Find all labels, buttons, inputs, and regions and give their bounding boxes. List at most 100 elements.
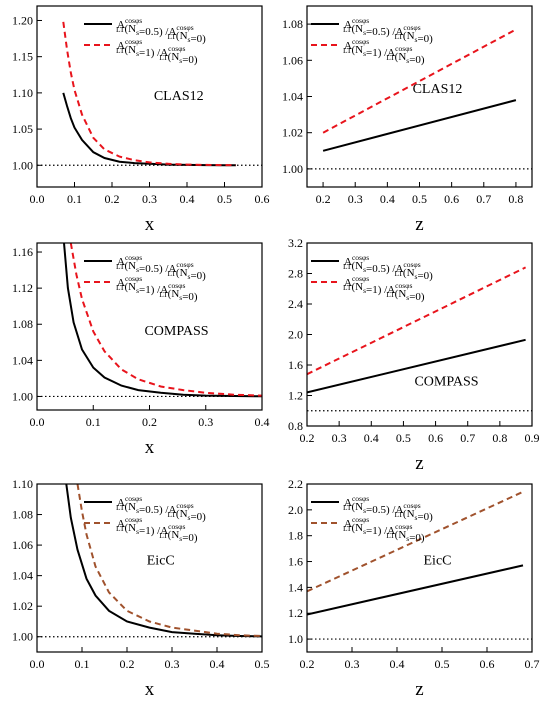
x-tick-label: 0.2 — [300, 657, 315, 671]
chart-panel-1: 0.0 0.1 0.2 0.3 0.4 0.5 0.6 1.00 1.05 1.10 1.15 1.2… — [12, 5, 270, 235]
legend-text: Acosφs LT(Ns=0.5) /Acosφs LT(Ns=0) — [343, 494, 433, 523]
y-tick-label: 1.00 — [12, 158, 33, 172]
y-tick-label: 1.16 — [12, 245, 33, 259]
x-axis-label: x — [145, 437, 155, 458]
y-tick-label: 1.0 — [288, 632, 303, 646]
x-tick-label: 0.6 — [255, 192, 270, 206]
y-tick-label: 2.8 — [288, 267, 303, 281]
x-tick-label: 0.7 — [476, 192, 491, 206]
y-tick-label: 2.2 — [288, 477, 303, 491]
series-line-1 — [307, 338, 526, 394]
y-tick-label: 2.4 — [288, 297, 303, 311]
x-tick-label: 0.6 — [428, 431, 443, 445]
x-tick-label: 0.4 — [255, 415, 270, 429]
legend-text: Acosφs LT(Ns=0.5) /Acosφs LT(Ns=0) — [343, 16, 433, 45]
x-axis-label: z — [415, 679, 423, 700]
series-line-2 — [69, 243, 262, 397]
x-tick-label: 0.6 — [444, 192, 459, 206]
x-tick-label: 0.2 — [105, 192, 120, 206]
panel-label: CLAS12 — [413, 82, 463, 97]
y-tick-label: 1.05 — [12, 122, 33, 136]
series-line-1 — [307, 564, 524, 616]
y-tick-label: 1.12 — [12, 281, 33, 295]
x-tick-label: 0.6 — [480, 657, 495, 671]
chart-panel-2: 0.2 0.3 0.4 0.5 0.6 0.7 0.8 1.00 1.02 1.04 1.06 1.0… — [282, 5, 533, 235]
x-tick-label: 0.8 — [492, 431, 507, 445]
y-tick-label: 1.04 — [12, 353, 33, 367]
y-tick-label: 0.8 — [288, 419, 303, 433]
x-tick-label: 0.3 — [345, 657, 360, 671]
legend-text: Acosφs LT(Ns=0.5) /Acosφs LT(Ns=0) — [116, 16, 206, 45]
legend-text: Acosφs LT(Ns=0.5) /Acosφs LT(Ns=0) — [343, 253, 433, 282]
y-tick-label: 1.06 — [12, 538, 33, 552]
chart-panel-5: 0.0 0.1 0.2 0.3 0.4 0.5 1.00 1.02 1.04 1.06 1.08 1.… — [12, 477, 270, 700]
series-line-2 — [307, 266, 527, 376]
y-tick-label: 1.2 — [288, 606, 303, 620]
series-line-1 — [65, 484, 262, 638]
y-tick-label: 1.6 — [288, 555, 303, 569]
x-tick-label: 0.0 — [30, 415, 45, 429]
y-tick-label: 1.15 — [12, 50, 33, 64]
x-axis-label: z — [415, 453, 423, 474]
x-tick-label: 0.9 — [525, 431, 540, 445]
panel-label: CLAS12 — [154, 89, 204, 104]
x-tick-label: 0.2 — [300, 431, 315, 445]
x-tick-label: 0.1 — [86, 415, 101, 429]
series-line-2 — [62, 21, 236, 167]
x-axis-label: x — [145, 214, 155, 235]
y-tick-label: 3.2 — [288, 236, 303, 250]
y-tick-label: 1.20 — [12, 13, 33, 27]
x-tick-label: 0.0 — [30, 657, 45, 671]
y-tick-label: 1.04 — [282, 90, 303, 104]
x-tick-label: 0.3 — [165, 657, 180, 671]
y-tick-label: 1.04 — [12, 569, 33, 583]
series-line-1 — [322, 99, 517, 152]
y-tick-label: 1.00 — [282, 162, 303, 176]
x-tick-label: 0.7 — [525, 657, 540, 671]
x-tick-label: 0.2 — [142, 415, 157, 429]
x-tick-label: 0.1 — [67, 192, 82, 206]
x-axis-label: x — [145, 679, 155, 700]
x-tick-label: 0.3 — [142, 192, 157, 206]
legend-text: Acosφs LT(Ns=1) /Acosφs LT(Ns=0) — [343, 274, 425, 303]
x-tick-label: 0.4 — [364, 431, 379, 445]
y-tick-label: 1.4 — [288, 580, 303, 594]
y-tick-label: 1.08 — [12, 508, 33, 522]
x-tick-label: 0.2 — [316, 192, 331, 206]
x-tick-label: 0.3 — [348, 192, 363, 206]
panel-label: COMPASS — [144, 324, 208, 339]
x-tick-label: 0.0 — [30, 192, 45, 206]
x-tick-label: 0.5 — [396, 431, 411, 445]
x-tick-label: 0.5 — [217, 192, 232, 206]
x-tick-label: 0.3 — [198, 415, 213, 429]
x-tick-label: 0.4 — [380, 192, 395, 206]
y-tick-label: 1.08 — [12, 317, 33, 331]
y-tick-label: 1.6 — [288, 358, 303, 372]
x-tick-label: 0.5 — [412, 192, 427, 206]
legend-text: Acosφs LT(Ns=1) /Acosφs LT(Ns=0) — [116, 37, 198, 66]
x-tick-label: 0.4 — [180, 192, 195, 206]
y-tick-label: 1.10 — [12, 86, 33, 100]
y-tick-label: 1.8 — [288, 529, 303, 543]
x-tick-label: 0.4 — [390, 657, 405, 671]
x-tick-label: 0.8 — [508, 192, 523, 206]
legend-text: Acosφs LT(Ns=1) /Acosφs LT(Ns=0) — [116, 274, 198, 303]
chart-panel-3: 0.0 0.1 0.2 0.3 0.4 1.00 1.04 1.08 1.12 1.16 x COMP… — [12, 242, 270, 458]
panel-label: EicC — [424, 554, 452, 569]
x-tick-label: 0.7 — [460, 431, 475, 445]
legend-text: Acosφs LT(Ns=0.5) /Acosφs LT(Ns=0) — [116, 253, 206, 282]
panel-label: EicC — [147, 554, 175, 569]
y-tick-label: 2.0 — [288, 503, 303, 517]
series-line-2 — [322, 28, 517, 134]
x-tick-label: 0.1 — [75, 657, 90, 671]
x-tick-label: 0.2 — [120, 657, 135, 671]
y-tick-label: 1.10 — [12, 477, 33, 491]
y-tick-label: 1.02 — [12, 599, 33, 613]
y-tick-label: 1.00 — [12, 630, 33, 644]
chart-panel-4: 0.2 0.3 0.4 0.5 0.6 0.7 0.8 0.9 0.8 1.2 1.6 2.0 2.4 2… — [288, 236, 540, 474]
x-tick-label: 0.4 — [210, 657, 225, 671]
x-tick-label: 0.3 — [332, 431, 347, 445]
series-line-2 — [76, 484, 262, 637]
y-tick-label: 2.0 — [288, 328, 303, 342]
